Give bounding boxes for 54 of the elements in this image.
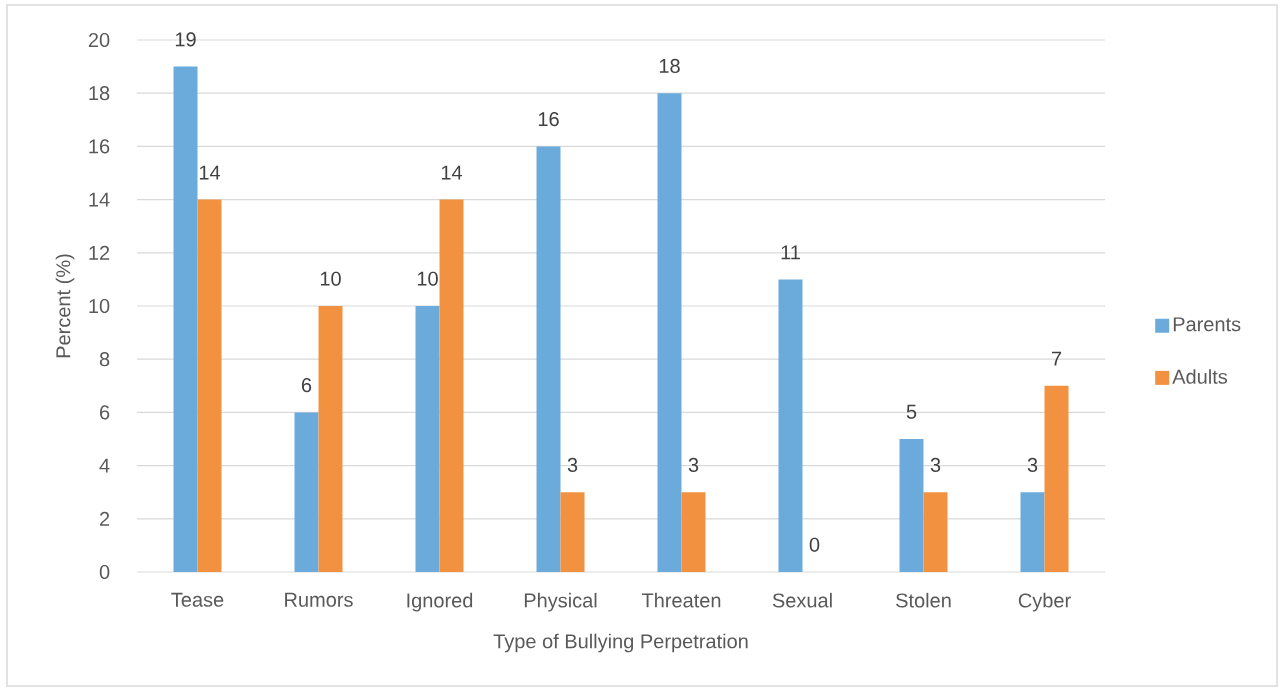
x-tick-label: Rumors xyxy=(285,592,353,607)
bar xyxy=(657,93,682,572)
x-tick-label: Cyber xyxy=(1018,592,1071,612)
x-tick-label: Physical xyxy=(524,592,597,612)
bar xyxy=(294,412,319,572)
data-label: 0 xyxy=(809,537,820,552)
x-tick-label: Ignored xyxy=(407,592,473,612)
y-tick-label: 12 xyxy=(89,245,110,260)
bar xyxy=(1044,385,1069,572)
bar xyxy=(923,492,948,572)
data-label: 3 xyxy=(688,457,699,472)
x-tick-label: Sexual xyxy=(772,592,832,608)
y-tick-label: 6 xyxy=(100,405,110,420)
legend-label: Parents xyxy=(1173,317,1241,332)
data-label: 5 xyxy=(906,404,917,419)
y-tick-label: 18 xyxy=(89,86,110,101)
y-tick-label: 14 xyxy=(89,192,110,207)
bar xyxy=(536,146,561,572)
data-label: 16 xyxy=(538,112,559,127)
data-label: 11 xyxy=(781,245,800,260)
bar xyxy=(778,279,803,572)
bar xyxy=(899,439,924,572)
y-tick-label: 0 xyxy=(99,564,110,580)
bar xyxy=(439,199,464,572)
legend-label: Adults xyxy=(1172,369,1228,384)
bar xyxy=(415,306,440,572)
bar xyxy=(173,66,198,572)
data-label: 7 xyxy=(1051,351,1062,366)
data-label: 10 xyxy=(320,271,341,286)
data-label: 3 xyxy=(1027,457,1038,472)
bar xyxy=(1020,492,1045,572)
data-label: 10 xyxy=(417,271,438,286)
data-label: 18 xyxy=(659,58,680,73)
y-tick-label: 16 xyxy=(89,139,110,154)
y-tick-label: 10 xyxy=(89,298,110,314)
data-label: 14 xyxy=(441,165,463,180)
data-label: 3 xyxy=(930,457,941,472)
x-tick-label: Tease xyxy=(171,592,224,607)
data-label: 14 xyxy=(199,165,221,180)
x-tick-label: Stolen xyxy=(896,592,951,608)
y-axis-title: Percent (%) xyxy=(55,254,75,358)
y-tick-label: 20 xyxy=(88,32,110,48)
bar xyxy=(318,306,343,572)
data-label: 6 xyxy=(301,378,312,393)
bar xyxy=(560,492,585,572)
x-tick-label: Threaten xyxy=(641,592,721,608)
x-axis-title: Type of Bullying Perpetration xyxy=(493,633,748,653)
bar xyxy=(681,492,706,572)
y-tick-label: 4 xyxy=(99,458,110,473)
y-tick-label: 2 xyxy=(100,511,110,526)
bar xyxy=(197,199,222,572)
data-label: 19 xyxy=(175,32,196,47)
y-tick-label: 8 xyxy=(99,352,110,367)
data-label: 3 xyxy=(567,457,578,472)
